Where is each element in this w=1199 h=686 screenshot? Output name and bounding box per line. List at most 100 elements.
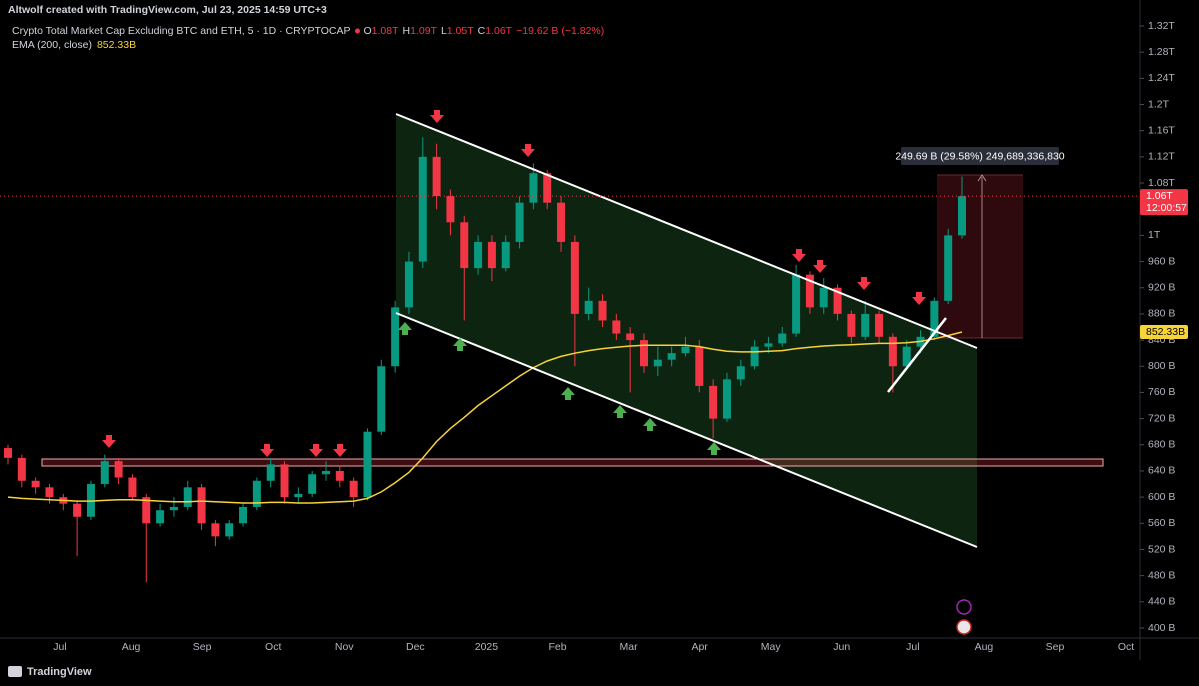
y-tick-label: 640 B (1148, 465, 1175, 477)
candle-body (695, 346, 704, 386)
candle-body (902, 346, 911, 367)
candle-body (888, 336, 897, 367)
candle-body (778, 333, 787, 344)
arrow-down (309, 444, 323, 457)
arrow-down (912, 292, 926, 305)
x-tick-label: Feb (548, 641, 566, 653)
candle-body (418, 156, 427, 262)
legend-title: Crypto Total Market Cap Excluding BTC an… (12, 25, 350, 37)
ema-legend-value: 852.33B (97, 39, 136, 51)
candle-body (681, 346, 690, 354)
candle-body (45, 487, 54, 498)
x-tick-label: Sep (1046, 641, 1065, 653)
candle-body (653, 359, 662, 367)
candle-body (944, 235, 953, 301)
candle-body (252, 480, 261, 507)
arrow-up (707, 442, 721, 455)
y-tick-label: 960 B (1148, 255, 1175, 267)
candle-body (377, 366, 386, 432)
ohlc-letter: L (441, 25, 447, 37)
arrow-up (398, 322, 412, 335)
candle-body (349, 480, 358, 498)
candle-body (17, 457, 26, 481)
event-icon[interactable] (956, 619, 972, 635)
candle-body (543, 173, 552, 203)
ohlc-value: 1.06T (485, 25, 512, 37)
arrow-up (643, 418, 657, 431)
candle-body (100, 461, 109, 485)
candle-body (239, 506, 248, 524)
candle-body (211, 523, 220, 537)
candle-body (847, 313, 856, 337)
candle-body (764, 343, 773, 347)
candle-body (446, 196, 455, 223)
y-tick-label: 1.2T (1148, 98, 1170, 110)
breakout-line (887, 317, 947, 393)
y-tick-label: 920 B (1148, 282, 1175, 294)
x-tick-label: Aug (975, 641, 994, 653)
candle-body (142, 497, 151, 524)
arrow-down (102, 435, 116, 448)
candle-body (114, 461, 123, 478)
support-zone (41, 458, 1104, 467)
candle-body (750, 346, 759, 367)
candle-body (736, 366, 745, 380)
y-tick-label: 800 B (1148, 360, 1175, 372)
y-tick-label: 680 B (1148, 439, 1175, 451)
candle-body (363, 431, 372, 498)
candle-body (31, 480, 40, 488)
arrow-down (260, 444, 274, 457)
x-tick-label: May (761, 641, 782, 653)
candle-body (474, 241, 483, 269)
candle-body (875, 313, 884, 337)
y-tick-label: 1.16T (1148, 124, 1175, 136)
candle-body (487, 241, 496, 269)
candle-body (335, 470, 344, 481)
y-tick-label: 1.24T (1148, 72, 1175, 84)
candles (4, 137, 966, 583)
y-tick-label: 1.12T (1148, 151, 1175, 163)
candle-body (557, 202, 566, 242)
ohlc-value: 1.08T (372, 25, 399, 37)
ema-price-box (1140, 325, 1188, 340)
arrow-down (792, 249, 806, 262)
arrow-down (813, 260, 827, 273)
candle-body (709, 385, 718, 419)
last-price-box (1140, 189, 1188, 216)
ema-legend: EMA (200, close) (12, 39, 92, 51)
candle-body (266, 464, 275, 481)
candle-body (280, 464, 289, 498)
x-tick-label: Mar (620, 641, 639, 653)
channel-upper (395, 113, 978, 349)
candle-body (515, 202, 524, 242)
candle-body (308, 474, 317, 494)
candle-body (819, 287, 828, 308)
channel-lower (395, 312, 978, 548)
candle-body (792, 274, 801, 334)
ema-line (7, 331, 963, 504)
measure-label-box (901, 147, 1059, 165)
y-tick-label: 400 B (1148, 622, 1175, 634)
arrow-down (430, 110, 444, 123)
footer-logo: TradingView (27, 666, 92, 678)
x-tick-label: Nov (335, 641, 354, 653)
candle-body (833, 287, 842, 314)
candle-body (805, 274, 814, 308)
x-tick-label: Sep (193, 641, 212, 653)
candle-body (391, 307, 400, 367)
candle-body (958, 196, 966, 236)
ohlc-value: 1.09T (410, 25, 437, 37)
x-tick-label: 2025 (475, 641, 499, 653)
channel-fill (396, 114, 977, 547)
candle-body (169, 506, 178, 511)
arrow-up (561, 387, 575, 400)
candle-body (640, 340, 648, 367)
candle-body (322, 470, 330, 475)
y-tick-label: 1.08T (1148, 177, 1175, 189)
candle-body (501, 241, 510, 269)
event-icon[interactable] (956, 599, 972, 615)
header: Altwolf created with TradingView.com, Ju… (8, 4, 327, 16)
arrow-up (453, 338, 467, 351)
arrow-down (521, 144, 535, 157)
